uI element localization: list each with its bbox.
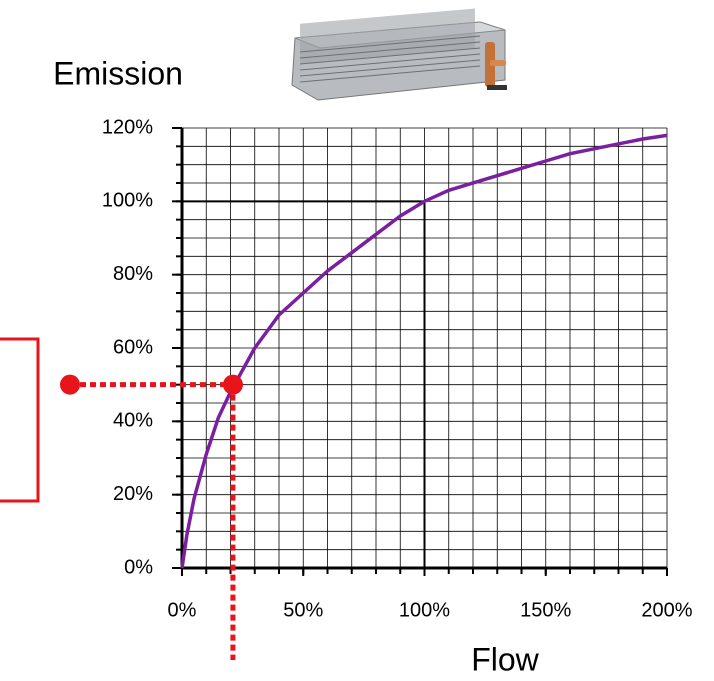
x-tick-label: 50%	[283, 599, 323, 621]
left-dot	[60, 375, 80, 395]
x-axis-label: Flow	[471, 641, 539, 677]
marks	[60, 135, 667, 660]
y-tick-label: 20%	[113, 483, 153, 505]
x-tick-label: 0%	[168, 599, 197, 621]
y-axis-label: Emission	[53, 55, 183, 91]
y-tick-label: 40%	[113, 410, 153, 432]
y-tick-label: 80%	[113, 263, 153, 285]
x-tick-label: 150%	[520, 599, 571, 621]
y-tick-label: 60%	[113, 336, 153, 358]
fan-coil-image	[292, 8, 507, 100]
x-tick-label: 200%	[641, 599, 692, 621]
bracket	[0, 339, 38, 501]
grid: 0% 50% 100% 150% 200% 0% 20% 40% 60% 80% 100% 120%	[102, 116, 693, 621]
y-tick-label: 0%	[124, 556, 153, 578]
operating-point	[223, 375, 243, 395]
x-tick-label: 100%	[399, 599, 450, 621]
page: {"chart_data": {"type": "line", "y_label…	[0, 0, 714, 681]
chart: 0%50%100%150%200%0%20%40%60%80%100%120% …	[0, 0, 714, 681]
y-tick-label: 120%	[102, 116, 153, 138]
y-tick-label: 100%	[102, 190, 153, 212]
